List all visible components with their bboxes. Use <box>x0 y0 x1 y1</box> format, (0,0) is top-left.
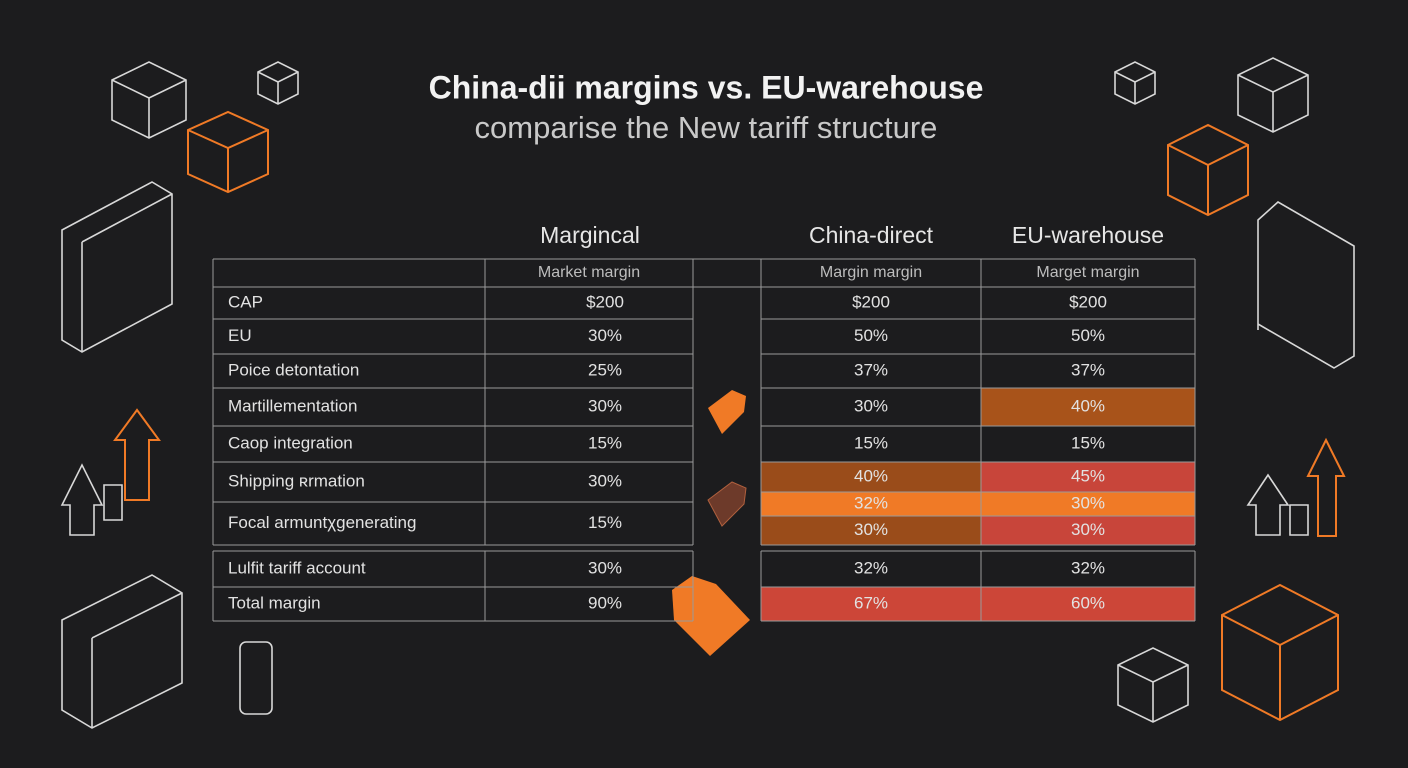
decor <box>60 57 1355 729</box>
cell-value: 30% <box>854 396 888 415</box>
cell-value: 37% <box>1071 360 1105 379</box>
cell-value: 30% <box>854 520 888 539</box>
cell-value: 90% <box>588 593 622 612</box>
highlight-cell <box>761 462 981 492</box>
row-label: Shipping ʀrmation <box>228 471 365 490</box>
cell-value: 60% <box>1071 593 1105 612</box>
cell-value: 30% <box>1071 520 1105 539</box>
cell-value: $200 <box>1069 292 1107 311</box>
cell-value: 37% <box>854 360 888 379</box>
cell-value: 32% <box>854 493 888 512</box>
cell-value: 40% <box>1071 396 1105 415</box>
row-label: Total margin <box>228 593 321 612</box>
highlight-cell <box>761 516 981 545</box>
row-label: Caop integration <box>228 433 353 452</box>
cell-value: 32% <box>854 558 888 577</box>
highlight-cell <box>981 492 1195 516</box>
table: Margincal China-direct EU-warehouse Market … <box>212 222 1196 622</box>
row-label: Martillementation <box>228 396 357 415</box>
highlight-cell <box>981 462 1195 492</box>
highlight-cell <box>761 587 981 621</box>
subtitle: comparise the New tariff structure <box>475 110 938 145</box>
column-subheader: Market margin <box>538 264 640 281</box>
title: China-dii margins vs. EU-warehouse <box>429 69 984 105</box>
cell-value: 50% <box>1071 326 1105 345</box>
row-label: Poice detontation <box>228 360 359 379</box>
cell-value: 30% <box>588 326 622 345</box>
row-label: CAP <box>228 292 263 311</box>
cell-value: 25% <box>588 360 622 379</box>
cell-value: 45% <box>1071 466 1105 485</box>
cell-value: 30% <box>588 396 622 415</box>
cell-value: 30% <box>1071 493 1105 512</box>
cell-value: 15% <box>1071 433 1105 452</box>
cell-value: 30% <box>588 471 622 490</box>
highlight-cell <box>981 388 1195 426</box>
cell-value: $200 <box>852 292 890 311</box>
cell-value: 15% <box>588 513 622 532</box>
row-label: Lulfit tariff account <box>228 558 366 577</box>
cell-value: 67% <box>854 593 888 612</box>
highlight-cell <box>981 516 1195 545</box>
cell-value: 40% <box>854 466 888 485</box>
cell-value: $200 <box>586 292 624 311</box>
row-label: Focal armuntχgenerating <box>228 513 416 532</box>
cell-value: 30% <box>588 558 622 577</box>
cell-value: 15% <box>588 433 622 452</box>
row-label: EU <box>228 326 252 345</box>
column-header: EU-warehouse <box>1012 222 1164 248</box>
column-header: Margincal <box>540 222 640 248</box>
column-header: China-direct <box>809 222 934 248</box>
cell-value: 15% <box>854 433 888 452</box>
column-subheader: Marget margin <box>1036 264 1139 281</box>
highlight-cell <box>981 587 1195 621</box>
cell-value: 50% <box>854 326 888 345</box>
highlight-cell <box>761 492 981 516</box>
cell-value: 32% <box>1071 558 1105 577</box>
column-subheader: Margin margin <box>820 264 922 281</box>
